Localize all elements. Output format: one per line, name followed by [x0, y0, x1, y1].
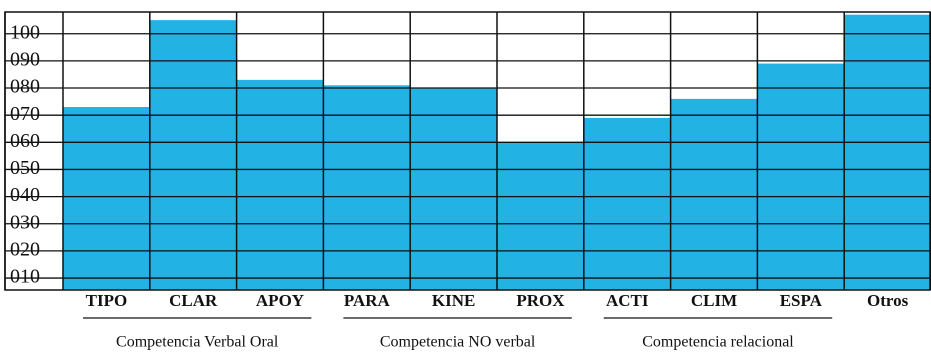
- x-tick-label: CLAR: [169, 291, 218, 310]
- x-tick-label: PARA: [344, 291, 391, 310]
- x-tick-label: CLIM: [691, 291, 737, 310]
- y-tick-label: 090: [10, 48, 40, 70]
- bar: [236, 79, 324, 290]
- y-tick-label: 070: [10, 103, 40, 125]
- group-label: Competencia Verbal Oral: [116, 334, 279, 351]
- x-tick-label: PROX: [516, 291, 565, 310]
- group-label: Competencia relacional: [642, 334, 794, 351]
- group-label: Competencia NO verbal: [380, 334, 536, 351]
- bar: [410, 88, 497, 290]
- x-tick-label: APOY: [256, 291, 304, 310]
- bar: [583, 117, 671, 290]
- y-tick-label: 030: [10, 211, 40, 233]
- y-tick-label: 100: [10, 21, 40, 43]
- y-tick-label: 080: [10, 76, 40, 98]
- bar: [63, 107, 150, 290]
- y-tick-label: 060: [10, 130, 40, 152]
- bar: [670, 98, 758, 290]
- x-tick-label: KINE: [432, 291, 475, 310]
- bar: [497, 142, 584, 290]
- bar: [323, 85, 411, 290]
- bar: [757, 63, 845, 290]
- x-tick-label: ESPA: [780, 291, 823, 310]
- y-tick-label: 020: [10, 239, 40, 261]
- bar: [844, 14, 931, 290]
- x-tick-label: TIPO: [86, 291, 128, 310]
- x-tick-label: ACTI: [606, 291, 649, 310]
- y-tick-label: 010: [10, 266, 40, 288]
- bar: [149, 20, 237, 290]
- y-tick-label: 050: [10, 157, 40, 179]
- x-tick-label: Otros: [867, 291, 909, 310]
- y-tick-label: 040: [10, 184, 40, 206]
